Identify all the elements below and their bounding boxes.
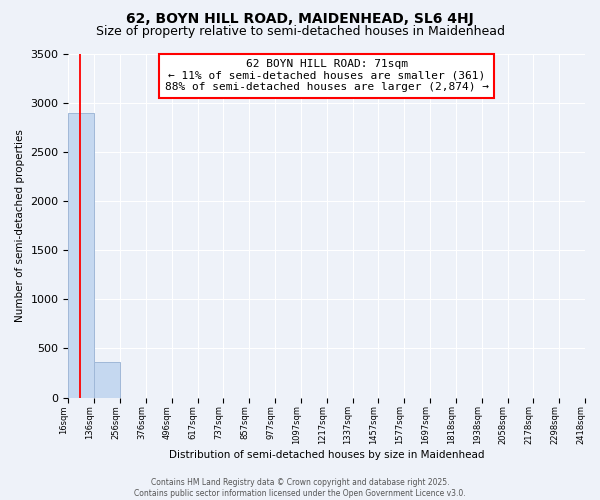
Bar (94, 362, 120, 398)
Text: Contains HM Land Registry data © Crown copyright and database right 2025.
Contai: Contains HM Land Registry data © Crown c… (134, 478, 466, 498)
Text: 62, BOYN HILL ROAD, MAIDENHEAD, SL6 4HJ: 62, BOYN HILL ROAD, MAIDENHEAD, SL6 4HJ (126, 12, 474, 26)
Text: Size of property relative to semi-detached houses in Maidenhead: Size of property relative to semi-detach… (95, 25, 505, 38)
Y-axis label: Number of semi-detached properties: Number of semi-detached properties (15, 130, 25, 322)
Bar (68, 113, 94, 398)
X-axis label: Distribution of semi-detached houses by size in Maidenhead: Distribution of semi-detached houses by … (169, 450, 484, 460)
Text: 62 BOYN HILL ROAD: 71sqm
← 11% of semi-detached houses are smaller (361)
88% of : 62 BOYN HILL ROAD: 71sqm ← 11% of semi-d… (165, 59, 489, 92)
